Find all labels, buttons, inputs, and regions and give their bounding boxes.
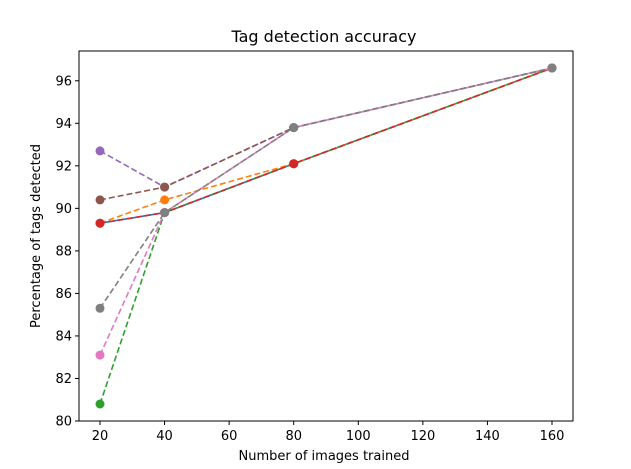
x-tick-label: 160 bbox=[540, 429, 565, 444]
y-tick-label: 96 bbox=[55, 74, 72, 89]
series-8-point bbox=[289, 123, 299, 133]
y-tick-label: 94 bbox=[55, 117, 72, 132]
plot-area bbox=[95, 63, 557, 409]
y-tick-label: 86 bbox=[55, 287, 72, 302]
series-6-point bbox=[160, 182, 170, 192]
x-tick-label: 40 bbox=[156, 429, 173, 444]
x-tick-label: 120 bbox=[410, 429, 435, 444]
x-tick-label: 60 bbox=[221, 429, 238, 444]
series-2-point bbox=[160, 195, 170, 205]
series-8-point bbox=[547, 63, 557, 73]
series-5-point bbox=[95, 146, 105, 156]
x-axis-label: Number of images trained bbox=[239, 449, 410, 464]
series-4-point bbox=[95, 218, 105, 228]
y-tick-label: 84 bbox=[55, 329, 72, 344]
series-2-line bbox=[99, 67, 553, 224]
series-3-point bbox=[95, 399, 105, 409]
series-5-line bbox=[99, 67, 553, 188]
y-tick-label: 82 bbox=[55, 372, 72, 387]
y-tick-label: 92 bbox=[55, 159, 72, 174]
y-tick-label: 80 bbox=[55, 415, 72, 430]
y-axis-label: Percentage of tags detected bbox=[29, 144, 44, 328]
series-7-line bbox=[99, 67, 553, 356]
series-8-point bbox=[160, 208, 170, 218]
chart-title: Tag detection accuracy bbox=[230, 27, 416, 46]
series-6-point bbox=[95, 195, 105, 205]
series-8-line bbox=[99, 67, 553, 309]
y-tick-label: 90 bbox=[55, 202, 72, 217]
series-8-point bbox=[95, 303, 105, 313]
axes: 20 40 60 80 100 120 140 160 80 82 84 86 88 90 92 94 96 bbox=[55, 50, 574, 444]
series-4-line bbox=[99, 67, 553, 224]
series-7-point bbox=[95, 350, 105, 360]
x-tick-label: 140 bbox=[475, 429, 500, 444]
x-tick-label: 100 bbox=[346, 429, 371, 444]
series-6-line bbox=[99, 67, 553, 201]
x-tick-label: 20 bbox=[92, 429, 109, 444]
series-4-point bbox=[289, 159, 299, 169]
x-tick-label: 80 bbox=[285, 429, 302, 444]
plot-frame bbox=[78, 50, 574, 422]
series-3-line bbox=[99, 67, 553, 405]
y-tick-label: 88 bbox=[55, 244, 72, 259]
